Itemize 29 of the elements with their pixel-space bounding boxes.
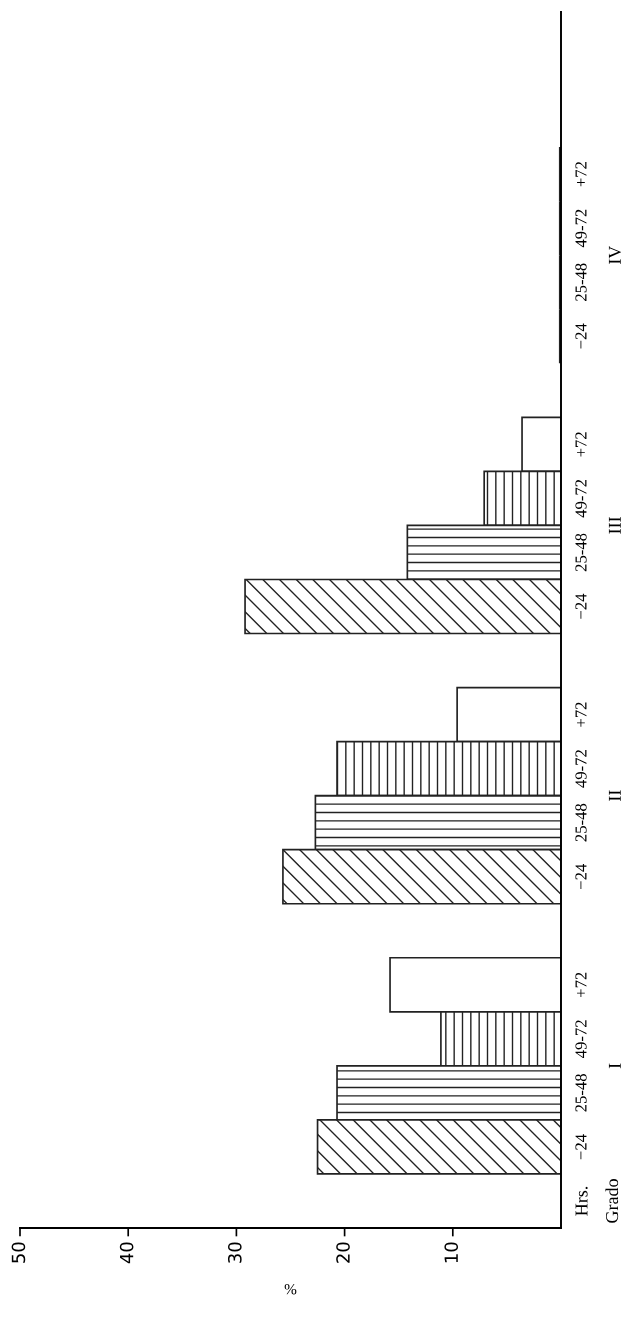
x-axis-title: % (284, 1284, 297, 1295)
text: 25-48 (575, 803, 587, 842)
text: 49-72 (575, 750, 587, 788)
text: 49-72 (575, 1020, 587, 1058)
text: Hrs. (575, 1186, 588, 1216)
text: 49-72 (575, 209, 587, 248)
text: 25-48 (575, 263, 587, 301)
y-tick-label: III (608, 517, 621, 534)
text: +72 (575, 162, 587, 187)
y-tick-label: I (608, 1063, 621, 1069)
text: 49-72 (575, 479, 587, 518)
text: +72 (575, 702, 587, 727)
x-tick-label: 40 (119, 1242, 134, 1264)
text: −24 (575, 593, 587, 619)
text: +72 (575, 972, 587, 997)
x-tick-label: 50 (11, 1242, 26, 1263)
x-tick-label: 30 (227, 1242, 242, 1263)
text: −24 (575, 863, 587, 889)
bar (521, 416, 561, 473)
y-tick-label: II (608, 790, 621, 801)
y-tick-label: IV (608, 245, 622, 265)
text: 25-48 (575, 533, 587, 572)
x-tick-label: 20 (336, 1242, 350, 1263)
text: −24 (575, 1134, 587, 1160)
text: −24 (575, 323, 587, 349)
x-tick-label: 10 (444, 1242, 459, 1263)
text: Grado (605, 1179, 619, 1223)
text: 25-48 (575, 1074, 587, 1112)
text: +72 (575, 432, 587, 457)
